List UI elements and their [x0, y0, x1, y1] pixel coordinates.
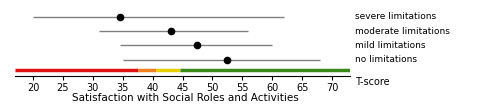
Text: moderate limitations: moderate limitations [355, 27, 450, 36]
Text: mild limitations: mild limitations [355, 41, 426, 50]
Text: T-score: T-score [355, 77, 390, 87]
Text: severe limitations: severe limitations [355, 12, 436, 21]
Text: Satisfaction with Social Roles and Activities: Satisfaction with Social Roles and Activ… [72, 93, 298, 103]
Text: no limitations: no limitations [355, 55, 417, 64]
